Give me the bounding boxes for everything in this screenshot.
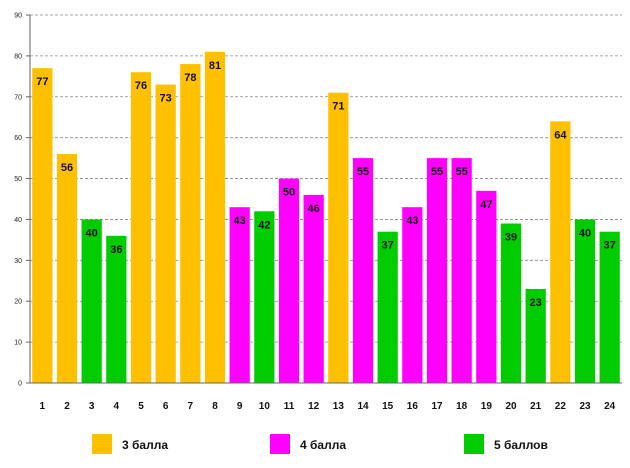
x-tick-label: 19	[481, 401, 493, 412]
x-tick-label: 24	[604, 401, 616, 412]
data-label: 55	[456, 166, 468, 178]
legend-item: 3 балла	[92, 434, 168, 454]
bar	[550, 121, 571, 384]
bar	[32, 68, 53, 384]
data-label: 64	[554, 129, 567, 141]
data-label: 46	[308, 203, 320, 215]
bar	[574, 219, 596, 383]
y-tick-label: 30	[14, 258, 22, 265]
x-tick-label: 23	[579, 401, 591, 412]
bar	[352, 158, 374, 383]
bar	[402, 207, 423, 383]
data-label: 55	[431, 166, 443, 178]
bar	[56, 154, 78, 383]
x-tick-label: 2	[64, 401, 70, 412]
bar	[81, 219, 102, 383]
y-tick-label: 70	[14, 94, 22, 101]
bar	[278, 178, 300, 383]
x-tick-label: 6	[163, 401, 169, 412]
y-tick-label: 10	[14, 340, 22, 347]
y-tick-label: 50	[14, 176, 22, 183]
data-label: 42	[258, 219, 270, 231]
bar	[500, 223, 522, 383]
bar	[426, 158, 448, 383]
data-label: 39	[505, 232, 517, 244]
bar	[106, 235, 127, 383]
y-tick-label: 0	[18, 381, 22, 388]
bar	[303, 194, 324, 383]
x-tick-label: 15	[382, 401, 394, 412]
x-tick-label: 10	[259, 401, 271, 412]
y-tick-label: 60	[14, 135, 22, 142]
bar	[328, 92, 349, 383]
x-tick-label: 1	[40, 401, 46, 412]
x-tick-label: 16	[407, 401, 419, 412]
data-label: 37	[604, 240, 616, 252]
x-tick-label: 3	[89, 401, 95, 412]
legend-swatch	[270, 434, 290, 454]
data-label: 77	[36, 76, 48, 88]
data-label: 47	[480, 199, 492, 211]
bar	[180, 64, 201, 384]
x-tick-label: 4	[114, 401, 120, 412]
legend-item: 5 баллов	[464, 434, 548, 454]
x-tick-label: 17	[431, 401, 443, 412]
data-label: 50	[283, 187, 295, 199]
x-tick-label: 12	[308, 401, 320, 412]
bar	[476, 190, 497, 383]
data-label: 55	[357, 166, 369, 178]
x-tick-label: 5	[138, 401, 144, 412]
data-label: 76	[135, 80, 147, 92]
x-tick-label: 7	[188, 401, 194, 412]
legend-label: 4 балла	[300, 438, 346, 452]
bar	[451, 158, 472, 383]
data-label: 43	[234, 215, 246, 227]
data-label: 23	[530, 297, 542, 309]
data-label: 36	[110, 244, 122, 256]
x-axis: 1 2 3 4 5 6 7 8 9 10 11 12 13 14 15 16 17 18 19 20 21 22 23 24	[30, 382, 622, 412]
bar	[130, 72, 152, 383]
legend-swatch	[92, 434, 112, 454]
x-tick-label: 9	[237, 401, 243, 412]
legend-item: 4 балла	[270, 434, 346, 454]
x-tick-label: 13	[333, 401, 345, 412]
data-label: 40	[579, 227, 591, 239]
data-labels: 77 56 40 36 76 73 78 81 43 42 50 46 71 55 37 43 55 55 47 39…	[36, 60, 616, 309]
data-label: 37	[382, 240, 394, 252]
bar	[229, 207, 250, 383]
legend: 3 балла 4 балла 5 баллов	[92, 434, 548, 454]
y-tick-label: 20	[14, 299, 22, 306]
legend-label: 3 балла	[122, 438, 168, 452]
bars	[32, 51, 620, 384]
x-tick-label: 22	[555, 401, 567, 412]
data-label: 71	[332, 101, 344, 113]
bar	[599, 231, 620, 383]
x-tick-label: 20	[505, 401, 517, 412]
x-tick-label: 8	[212, 401, 218, 412]
x-tick-label: 11	[284, 401, 295, 412]
data-label: 40	[86, 227, 98, 239]
y-tick-label: 80	[14, 53, 22, 60]
y-axis: 0 10 20 30 40 50 60 70 80 90	[14, 13, 31, 388]
gridlines	[30, 14, 622, 343]
bar	[254, 211, 275, 383]
data-label: 56	[61, 162, 73, 174]
bar	[204, 51, 226, 384]
bar	[155, 84, 176, 383]
x-tick-label: 14	[357, 401, 369, 412]
data-label: 73	[160, 93, 172, 105]
x-tick-label: 18	[456, 401, 468, 412]
legend-swatch	[464, 434, 484, 454]
data-label: 43	[406, 215, 418, 227]
x-tick-label: 21	[530, 401, 542, 412]
y-tick-label: 90	[14, 13, 22, 20]
legend-label: 5 баллов	[494, 438, 548, 452]
data-label: 78	[184, 72, 196, 84]
bar	[525, 288, 546, 383]
y-tick-label: 40	[14, 217, 22, 224]
data-label: 81	[209, 60, 221, 72]
bar	[377, 231, 398, 383]
